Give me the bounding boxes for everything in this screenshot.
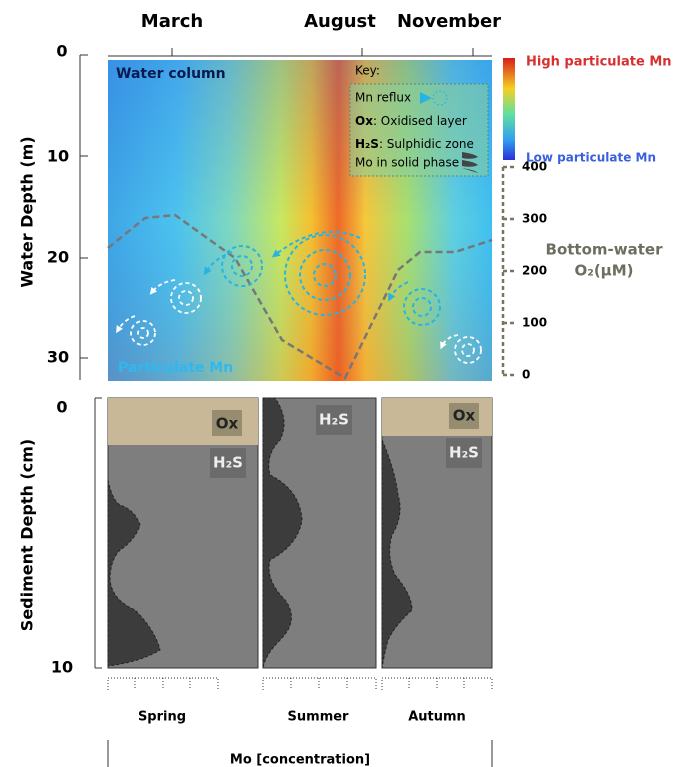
mo-axes: [107, 677, 493, 690]
y-tick-label: 20: [47, 248, 69, 267]
month-label: November: [397, 11, 501, 32]
sediment-axis: 0 10 Sediment Depth (cm): [18, 397, 102, 677]
mo-bracket: [107, 740, 493, 767]
top-axis: March August November: [108, 11, 501, 57]
zone-label: H₂S: [213, 454, 243, 472]
key-text: : Oxidised layer: [373, 114, 467, 128]
key-item: Ox: Oxidised layer: [355, 114, 467, 128]
colorbar-high: High particulate Mn: [526, 55, 672, 70]
panel-label: Particulate Mn: [118, 360, 233, 376]
y-tick-label: 10: [47, 147, 69, 166]
season-label: Spring: [138, 710, 186, 725]
colorbar: High particulate Mn Low particulate Mn: [503, 55, 672, 165]
y-tick-label: 0: [56, 398, 67, 417]
o2-label: Bottom-water: [546, 241, 664, 259]
o2-tick: 0: [522, 368, 530, 382]
colorbar-low: Low particulate Mn: [526, 151, 656, 165]
key-item: Mn reflux: [355, 91, 411, 105]
key-title: Key:: [355, 64, 380, 78]
zone-label: H₂S: [449, 444, 479, 462]
month-label: August: [304, 11, 376, 32]
o2-axis: [501, 165, 515, 377]
zone-label: Ox: [216, 415, 239, 433]
zone-label: Ox: [453, 407, 476, 425]
key: Key: Mn reflux Ox: Oxidised layer H₂S: S…: [349, 64, 489, 177]
x-axis-label: Mo [concentration]: [230, 753, 370, 767]
y-tick-label: 30: [47, 348, 69, 367]
y-tick-label: 0: [56, 42, 67, 61]
o2-tick: 100: [522, 316, 547, 330]
o2-tick: 400: [522, 160, 547, 174]
key-item: Mo in solid phase: [355, 156, 459, 170]
zone-label: H₂S: [319, 411, 349, 429]
y-tick-label: 10: [51, 658, 73, 677]
key-term: Ox: [355, 114, 373, 128]
o2-label: O₂(μM): [575, 262, 634, 280]
month-label: March: [141, 11, 203, 32]
o2-tick: 300: [522, 212, 547, 226]
key-text: : Sulphidic zone: [379, 137, 474, 151]
season-label: Autumn: [408, 710, 466, 725]
sediment-panels: Ox H₂S H₂S Ox H₂S: [107, 397, 493, 669]
y-axis-label: Sediment Depth (cm): [18, 439, 37, 631]
key-term: H₂S: [355, 137, 379, 151]
o2-tick: 200: [522, 264, 547, 278]
y-axis-label: Water Depth (m): [18, 136, 37, 287]
season-label: Summer: [288, 710, 350, 725]
key-item: H₂S: Sulphidic zone: [355, 137, 474, 151]
water-depth-axis: 0 10 20 30 Water Depth (m): [18, 42, 88, 380]
panel-title: Water column: [116, 66, 226, 82]
